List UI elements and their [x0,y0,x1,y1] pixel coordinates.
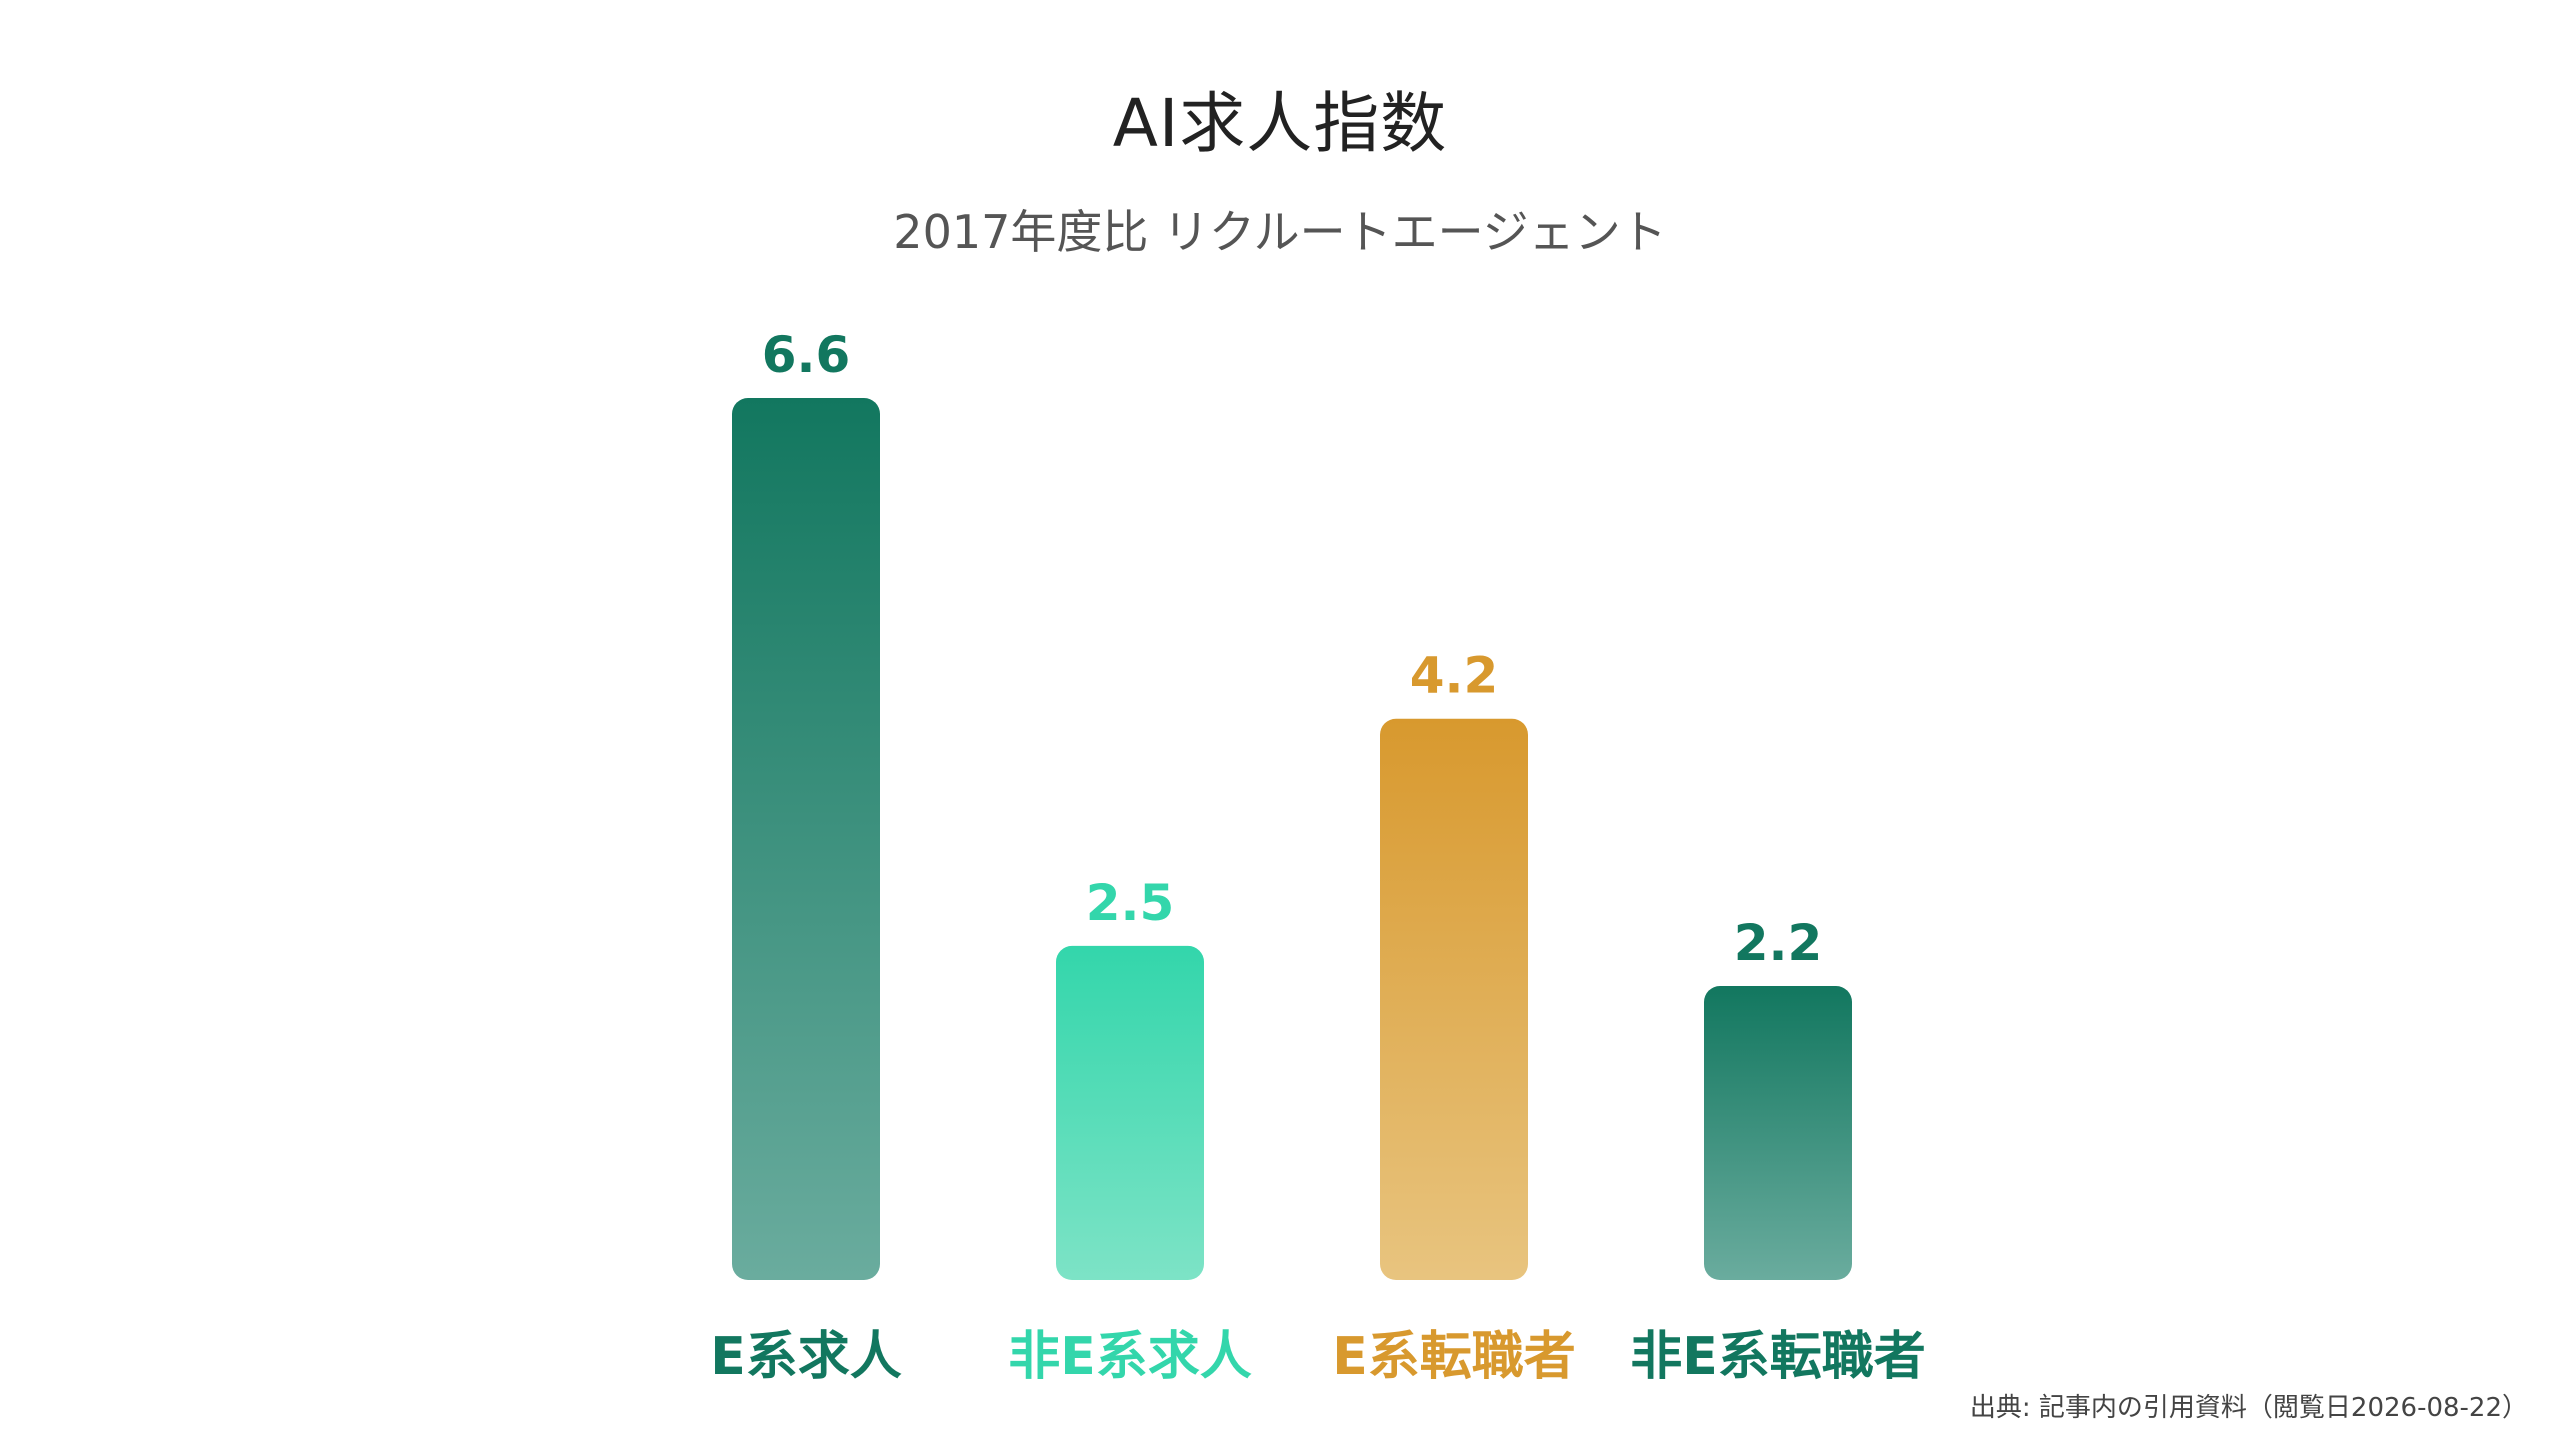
value-label-3: 4.2 [1410,647,1499,705]
chart-subtitle: 2017年度比 リクルートエージェント [893,205,1667,259]
value-label-2: 2.5 [1086,874,1175,932]
bar-3 [1380,718,1528,1280]
category-label-2: 非E系求人 [1008,1327,1252,1387]
category-label-1: E系求人 [710,1327,902,1387]
value-label-1: 6.6 [762,326,851,384]
value-label-4: 2.2 [1734,914,1823,972]
bar-2 [1056,945,1204,1280]
category-label-3: E系転職者 [1332,1327,1576,1387]
source-note: 出典: 記事内の引用資料（閲覧日2026-08-22） [1969,1393,2528,1423]
bar-1 [732,398,880,1280]
category-label-4: 非E系転職者 [1630,1327,1926,1387]
labels-layer: 6.6 E系求人 2.5 非E系求人 4.2 E系転職者 2.2 非E系転職者 [710,326,1926,1387]
bars-layer [732,398,1852,1280]
bar-4 [1704,986,1852,1280]
chart-title: AI求人指数 [1112,85,1448,162]
